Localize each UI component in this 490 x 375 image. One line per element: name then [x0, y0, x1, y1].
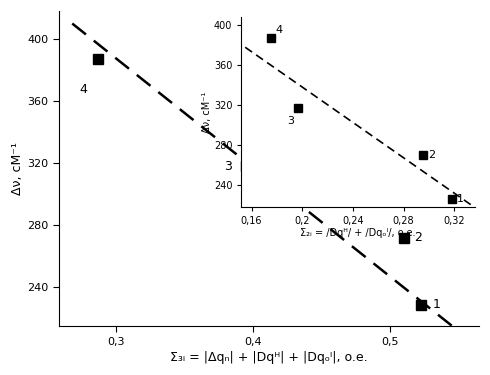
Text: 4: 4: [79, 82, 87, 96]
X-axis label: Σ₃ᵢ = |Δqₙ| + |Dqᴴ| + |Dqₒᴵ|, o.e.: Σ₃ᵢ = |Δqₙ| + |Dqᴴ| + |Dqₒᴵ|, o.e.: [170, 351, 368, 364]
Y-axis label: Δν, сМ⁻¹: Δν, сМ⁻¹: [11, 142, 24, 195]
Text: 1: 1: [432, 298, 440, 311]
Text: 2: 2: [415, 231, 422, 244]
Text: 3: 3: [224, 160, 232, 173]
